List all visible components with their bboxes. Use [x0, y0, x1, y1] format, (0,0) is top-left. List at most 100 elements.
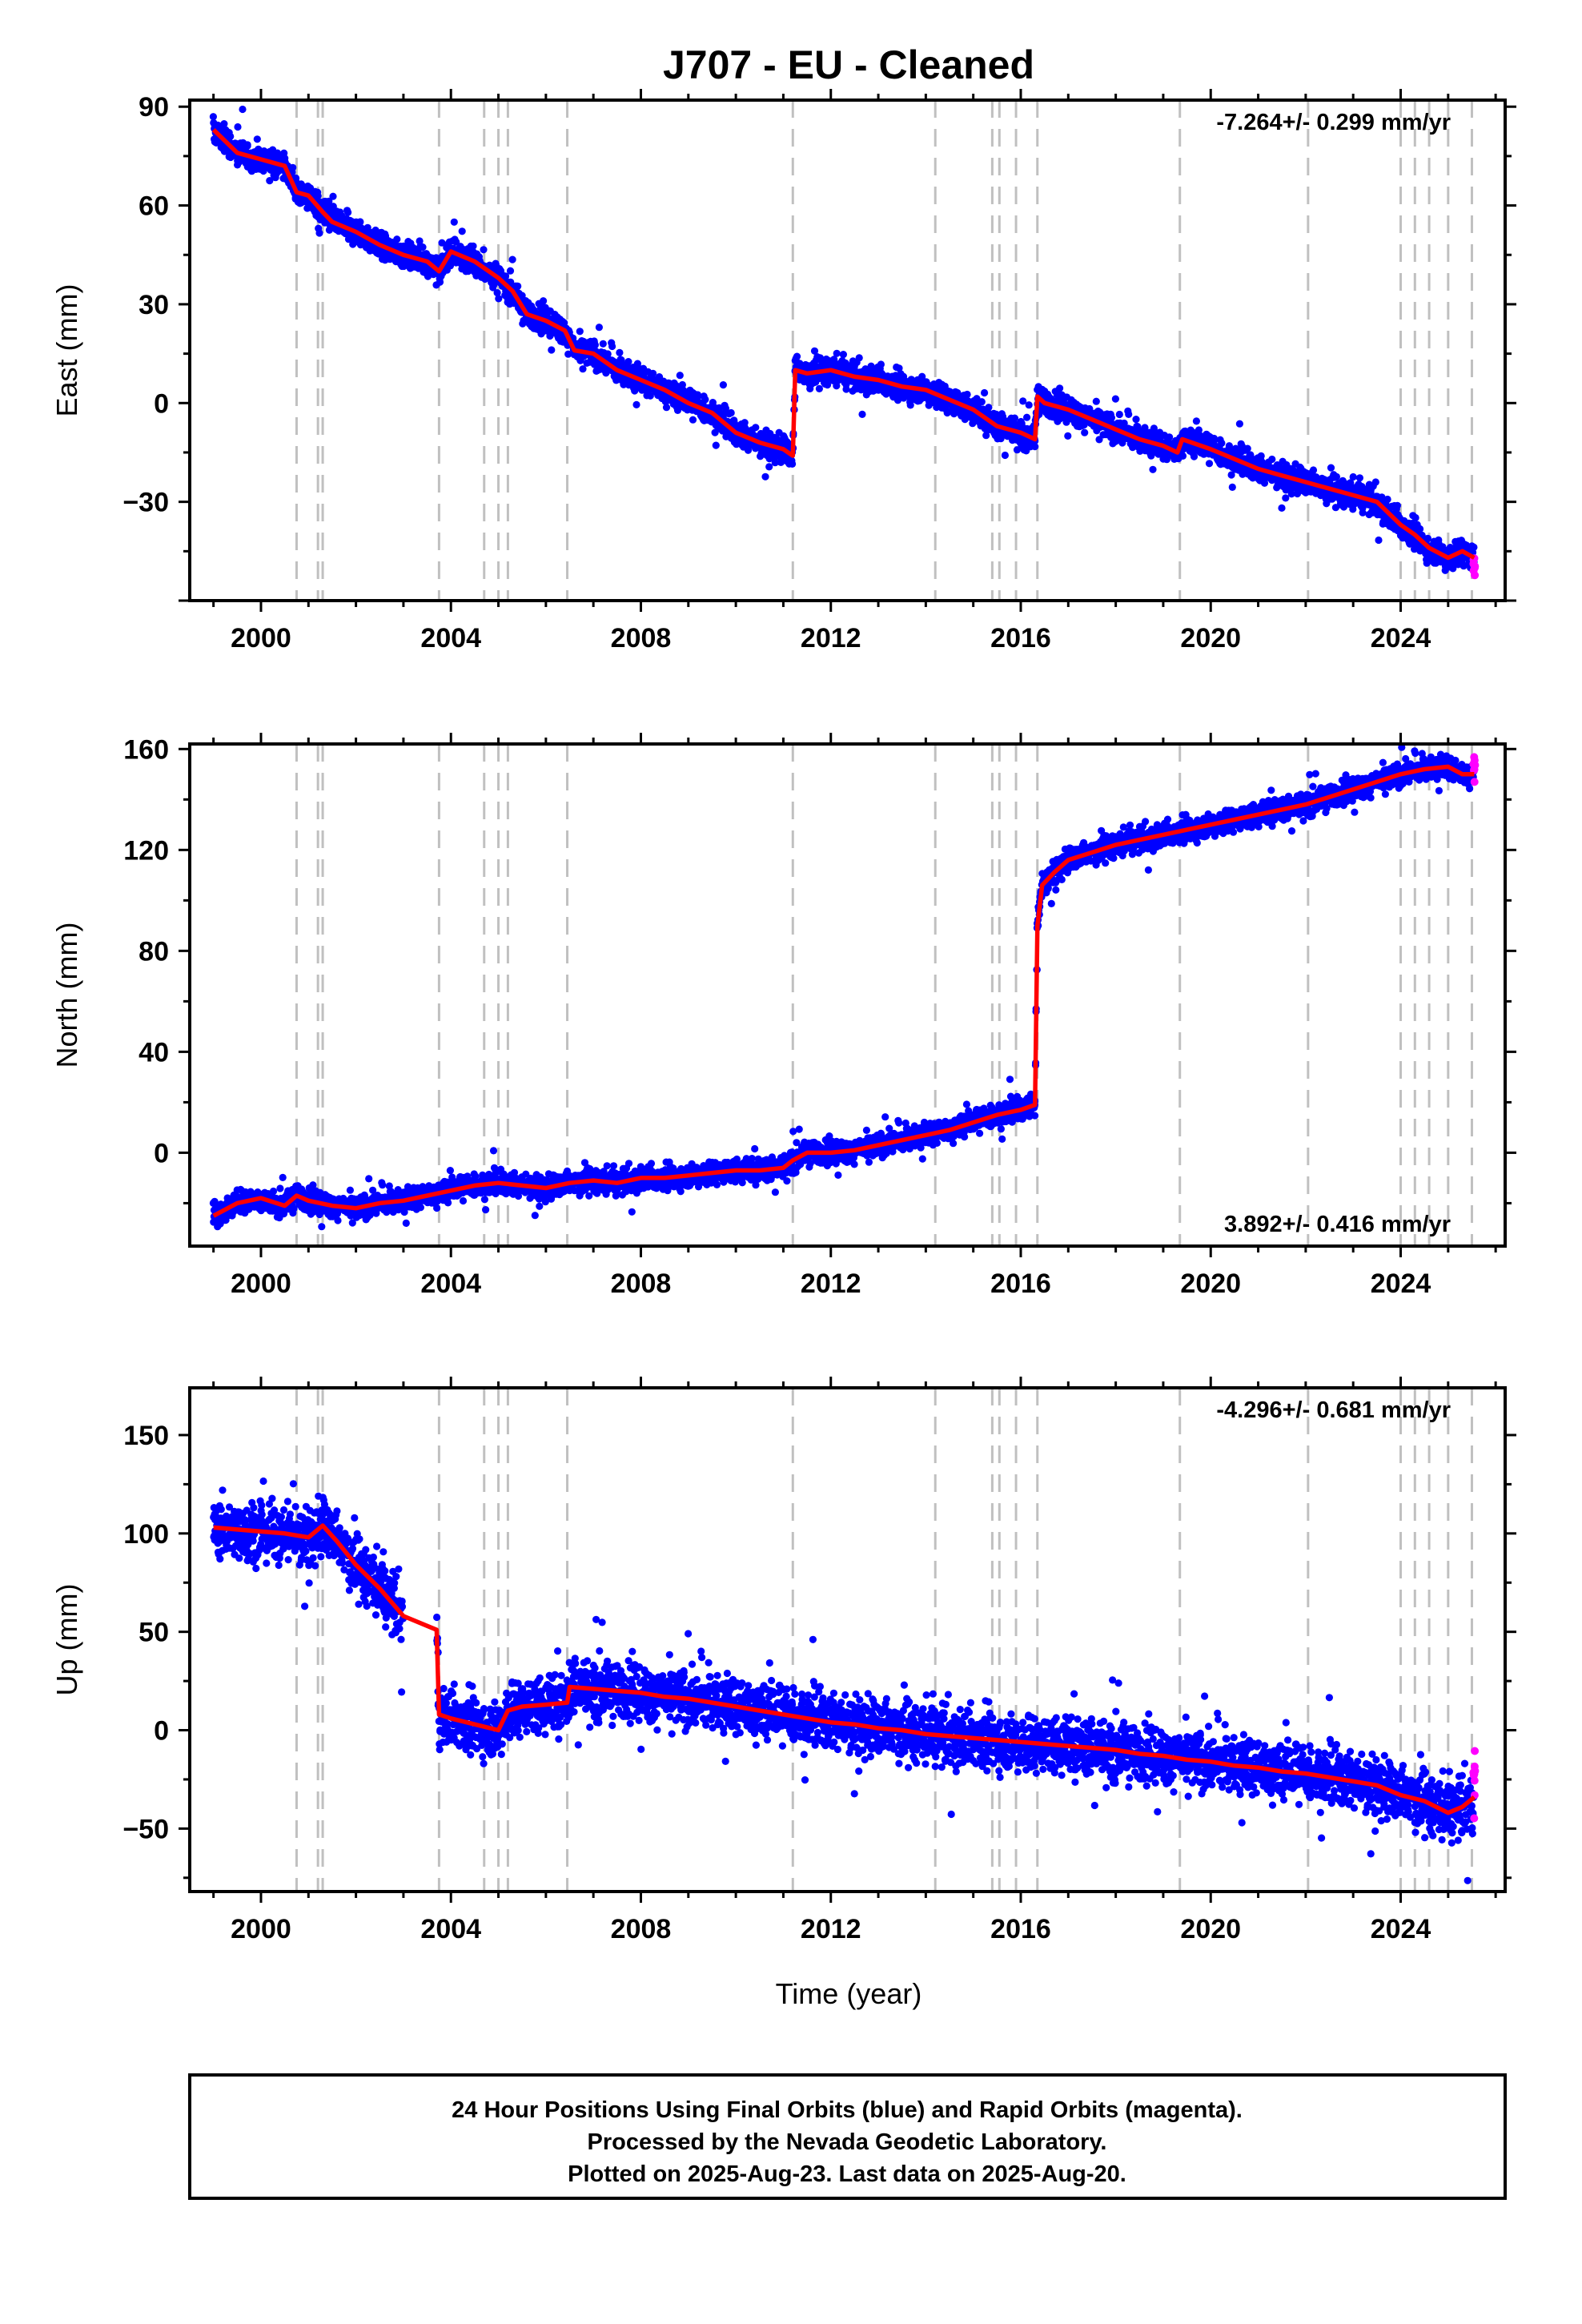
east-data-point — [1162, 456, 1170, 464]
east-data-point — [480, 246, 488, 254]
east-data-point — [1287, 490, 1295, 498]
east-data-point — [646, 392, 654, 400]
east-data-point — [1332, 472, 1340, 481]
east-data-point — [438, 239, 446, 247]
east-data-point — [1210, 434, 1219, 443]
east-panel: 2000 2004 2008 2012 2016 2020 20249060300−30Ea… — [50, 89, 1516, 653]
east-data-point — [943, 408, 951, 417]
east-data-point — [963, 390, 971, 399]
east-x-tick-label: 2020 — [1180, 623, 1241, 653]
east-data-point — [414, 247, 422, 255]
east-data-point — [1132, 416, 1140, 424]
north-data-point — [369, 1186, 377, 1194]
east-data-point — [907, 376, 915, 384]
east-data-point — [239, 105, 247, 114]
east-data-point — [752, 424, 760, 432]
east-data-point — [649, 369, 657, 377]
east-data-point — [289, 163, 297, 171]
east-data-point — [608, 342, 616, 351]
east-data-point — [209, 113, 217, 121]
east-data-point — [604, 350, 612, 358]
east-data-point — [446, 262, 455, 270]
east-data-point — [823, 381, 832, 389]
east-data-point — [1192, 417, 1200, 425]
east-data-point — [501, 272, 510, 280]
east-model-line — [211, 128, 1476, 561]
east-data-point — [1010, 414, 1018, 422]
east-data-point — [506, 267, 515, 275]
north-data-point — [290, 1204, 298, 1212]
east-data-point — [1023, 413, 1031, 421]
east-data-point — [1228, 483, 1236, 492]
east-data-point — [1235, 420, 1243, 428]
east-data-point — [1331, 504, 1339, 512]
east-data-point — [858, 410, 866, 419]
chart-title: J707 - EU - Cleaned — [663, 42, 1034, 87]
east-data-point — [1218, 439, 1226, 448]
east-data-point — [616, 348, 624, 356]
east-data-point — [234, 123, 242, 131]
east-data-point — [815, 384, 823, 392]
north-data-point — [348, 1219, 356, 1227]
east-y-tick-label: 60 — [139, 191, 169, 222]
east-data-point — [617, 356, 625, 364]
east-data-point — [458, 227, 466, 235]
east-data-point — [356, 218, 364, 226]
east-data-point — [1278, 504, 1286, 513]
east-data-point — [450, 218, 458, 226]
east-data-point — [243, 142, 251, 150]
east-data-point — [599, 340, 607, 348]
east-data-point — [1125, 410, 1133, 419]
east-data-point — [810, 347, 819, 355]
north-data-point — [276, 1184, 284, 1192]
east-data-point — [1115, 410, 1123, 419]
east-data-point — [314, 192, 322, 200]
east-data-point — [1092, 397, 1100, 405]
east-rapid-point — [1471, 571, 1480, 580]
east-data-point — [227, 132, 235, 140]
east-data-point — [855, 354, 863, 362]
east-data-point — [678, 380, 687, 389]
north-data-point — [346, 1186, 354, 1194]
east-data-point — [1282, 494, 1290, 502]
east-plot-frame — [188, 99, 1507, 602]
east-data-point — [719, 381, 728, 389]
north-panel: 2000 2004 2008 2012 2016 2020 202416012080400N… — [50, 733, 1516, 1299]
east-data-point — [633, 360, 642, 368]
east-data-point — [998, 412, 1007, 420]
east-data-point — [1257, 452, 1265, 460]
north-data-point — [385, 1182, 393, 1190]
east-data-point — [721, 404, 730, 412]
east-data-point — [1190, 452, 1199, 460]
east-data-point — [1205, 460, 1214, 468]
east-data-point — [329, 192, 337, 200]
east-data-point — [662, 404, 671, 412]
east-data-point — [712, 441, 720, 449]
north-data-point — [334, 1216, 342, 1224]
east-data-point — [1371, 478, 1379, 486]
east-data-point — [393, 235, 401, 243]
east-data-point — [895, 364, 903, 372]
east-x-tick-label: 2000 — [231, 623, 291, 653]
east-data-point — [266, 177, 274, 185]
east-data-point — [789, 460, 797, 468]
east-data-point — [1149, 465, 1157, 473]
east-data-point — [1416, 525, 1424, 533]
east-data-point — [1178, 452, 1187, 460]
east-data-point — [1227, 471, 1235, 479]
east-data-point — [469, 242, 477, 250]
east-y-axis-label: East (mm) — [50, 284, 83, 417]
east-y-tick-label: −30 — [122, 488, 169, 518]
east-x-tick-label: 2004 — [420, 623, 481, 653]
east-data-point — [1355, 474, 1363, 482]
east-y-tick-label: 90 — [139, 92, 169, 123]
east-data-point — [560, 319, 568, 327]
east-data-point — [253, 135, 261, 143]
east-data-point — [741, 419, 749, 427]
north-data-point — [365, 1175, 373, 1183]
east-data-point — [839, 351, 847, 359]
east-data-point — [325, 197, 333, 205]
east-data-point — [495, 295, 503, 303]
east-data-point — [877, 360, 885, 368]
